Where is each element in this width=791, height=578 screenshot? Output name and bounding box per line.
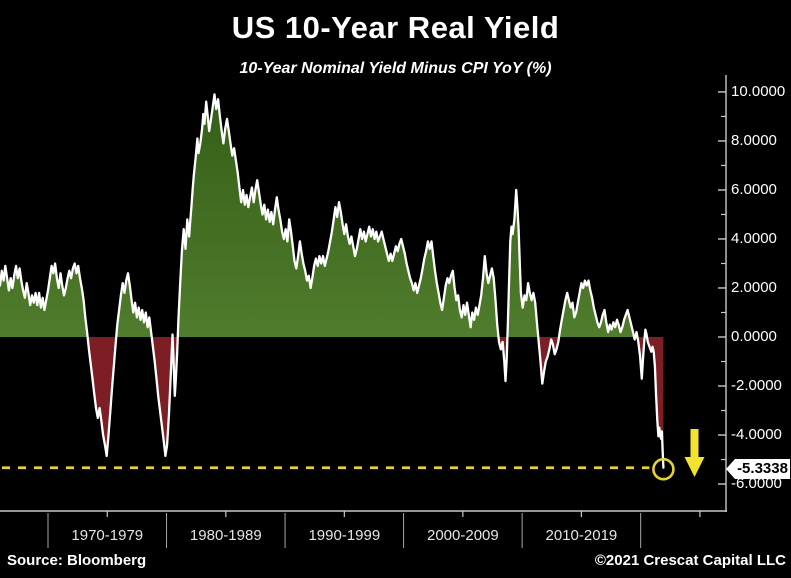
x-axis-decade-label: 1980-1989: [189, 527, 262, 544]
y-axis-tick-label: -6.0000: [731, 475, 782, 493]
y-axis-tick-label: 0.0000: [731, 328, 777, 345]
yield-line: [0, 93, 665, 469]
y-axis-tick-label: -2.0000: [731, 377, 782, 394]
y-axis-tick-label: -4.0000: [731, 426, 782, 444]
y-axis-tick-label: 4.0000: [731, 229, 777, 247]
last-value-text: -5.3338: [737, 460, 788, 478]
chart-subtitle: 10-Year Nominal Yield Minus CPI YoY (%): [239, 60, 552, 77]
copyright-credit: ©2021 Crescat Capital LLC: [594, 552, 786, 569]
highlight-circle: [652, 457, 675, 481]
negative-area-fill: [0, 337, 664, 468]
last-value-badge: -5.3338: [726, 459, 790, 480]
y-axis-tick-label: 8.0000: [731, 131, 777, 149]
y-axis-tick-label: 6.0000: [731, 180, 777, 198]
x-axis-decade-label: 1970-1979: [71, 527, 144, 544]
x-axis-decade-label: 1990-1999: [308, 527, 381, 544]
positive-area-fill: [0, 94, 664, 337]
x-axis-decade-label: 2010-2019: [545, 527, 618, 544]
down-arrow-icon: [684, 429, 705, 477]
source-credit: Source: Bloomberg: [7, 552, 147, 569]
y-axis-tick-label: 10.0000: [731, 82, 786, 100]
x-axis-decade-label: 2000-2009: [426, 527, 499, 544]
chart-title: US 10-Year Real Yield: [231, 10, 560, 45]
y-axis-tick-label: 2.0000: [731, 278, 777, 296]
